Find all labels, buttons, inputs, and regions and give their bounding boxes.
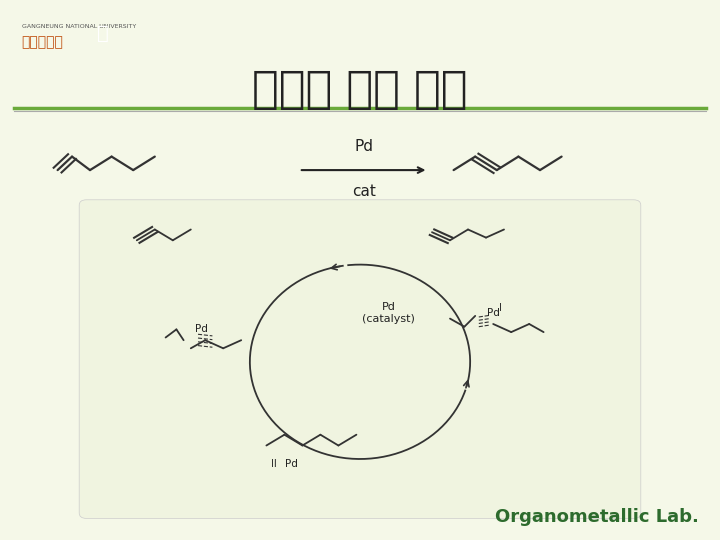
Text: Pd: Pd bbox=[285, 460, 298, 469]
Text: II: II bbox=[271, 460, 276, 469]
Text: Organometallic Lab.: Organometallic Lab. bbox=[495, 509, 698, 526]
Text: 강릉대학교: 강릉대학교 bbox=[22, 35, 63, 49]
Text: Pd: Pd bbox=[487, 308, 500, 318]
Text: 🏛: 🏛 bbox=[96, 24, 109, 43]
Text: I: I bbox=[499, 303, 502, 313]
Text: GANGNEUNG NATIONAL UNIVERSITY: GANGNEUNG NATIONAL UNIVERSITY bbox=[22, 24, 136, 29]
Text: cat: cat bbox=[351, 184, 376, 199]
Text: 촉매의 기본 작용: 촉매의 기본 작용 bbox=[252, 68, 468, 111]
Text: Pd: Pd bbox=[195, 325, 208, 334]
Text: Pd: Pd bbox=[354, 139, 373, 154]
Text: Pd
(catalyst): Pd (catalyst) bbox=[362, 302, 415, 324]
FancyBboxPatch shape bbox=[79, 200, 641, 518]
